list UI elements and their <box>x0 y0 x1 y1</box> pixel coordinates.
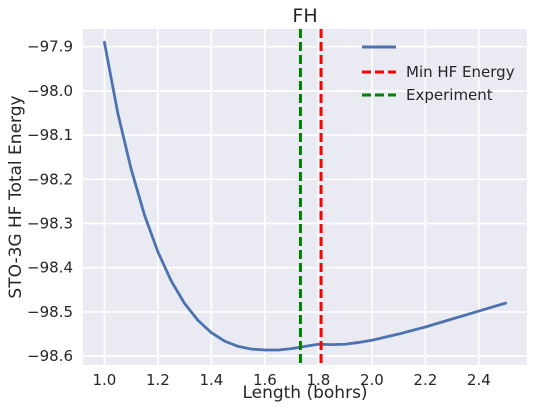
y-tick-label: −97.9 <box>27 38 73 56</box>
y-axis-label: STO-3G HF Total Energy <box>6 95 26 298</box>
x-tick-label: 1.8 <box>306 371 330 389</box>
x-axis-label: Length (bohrs) <box>242 383 367 403</box>
y-tick-label: −98.1 <box>27 126 73 144</box>
legend-label-experiment: Experiment <box>406 86 493 104</box>
y-tick-label: −98.2 <box>27 170 73 188</box>
x-tick-label: 1.6 <box>253 371 277 389</box>
x-tick-label: 2.2 <box>413 371 437 389</box>
y-tick-label: −98.0 <box>27 82 73 100</box>
energy-curve-line <box>103 40 507 352</box>
y-tick-label: −98.4 <box>27 259 73 277</box>
x-tick-label: 1.2 <box>146 371 170 389</box>
y-ticks: −97.9 −98.0 −98.1 −98.2 −98.3 −98.4 −98.5 −98.6 <box>27 38 73 365</box>
plot-area <box>83 29 527 365</box>
legend: Min HF Energy Experiment <box>362 45 515 104</box>
x-ticks: 1.0 1.2 1.4 1.6 1.8 2.0 2.2 2.4 <box>92 371 490 389</box>
grid <box>83 29 527 365</box>
y-tick-label: −98.6 <box>27 347 73 365</box>
series-layer <box>103 29 507 365</box>
chart-title: FH <box>292 5 317 27</box>
y-tick-label: −98.5 <box>27 303 73 321</box>
x-tick-label: 2.0 <box>360 371 384 389</box>
x-tick-label: 2.4 <box>467 371 491 389</box>
x-tick-label: 1.4 <box>199 371 223 389</box>
x-tick-label: 1.0 <box>92 371 116 389</box>
y-tick-label: −98.3 <box>27 215 73 233</box>
legend-label-min-hf-energy: Min HF Energy <box>406 63 515 81</box>
